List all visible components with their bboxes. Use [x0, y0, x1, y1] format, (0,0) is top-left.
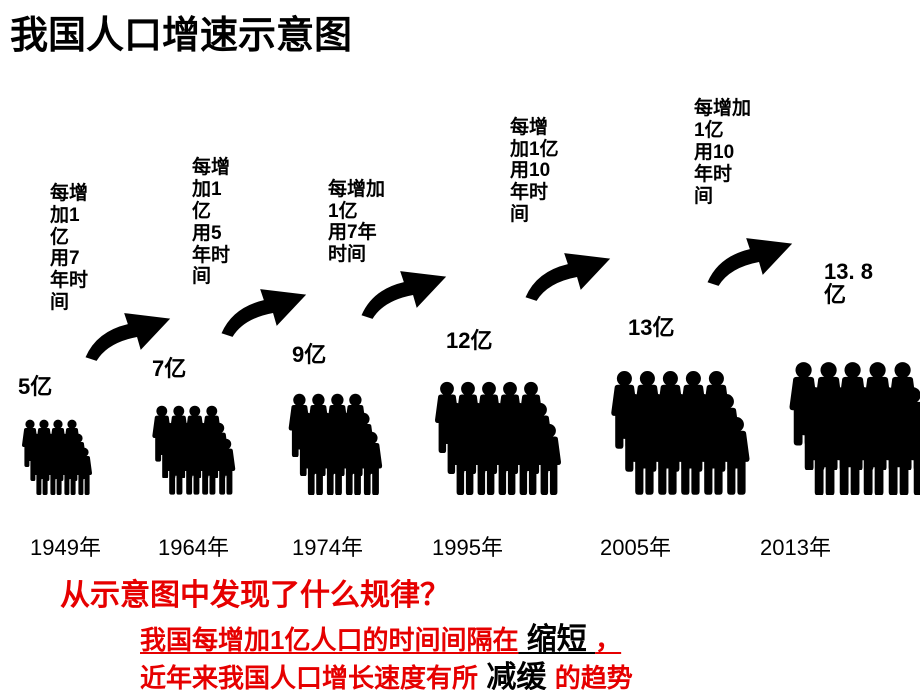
population-value: 7亿	[152, 357, 186, 380]
interval-note: 每增加1亿 用10年时 间	[694, 98, 752, 207]
interval-note: 每增加1亿 用7年时间	[50, 183, 94, 314]
answer-part: 减缓	[478, 661, 555, 690]
people-crowd-icon	[150, 410, 237, 500]
year-label: 1995年	[432, 530, 503, 562]
year-label: 1964年	[158, 530, 229, 562]
interval-note: 每增加1亿 用10年时 间	[510, 117, 564, 226]
interval-note: 每增加1亿 用5年时间	[192, 157, 237, 288]
page-title: 我国人口增速示意图	[10, 4, 352, 59]
population-value: 13. 8 亿	[824, 260, 873, 306]
population-group-5: 13. 8 亿	[786, 366, 920, 500]
person-icon	[62, 419, 82, 472]
growth-arrow-icon	[520, 251, 612, 308]
growth-arrow-icon	[702, 236, 794, 293]
interval-note: 每增加1亿 用7年时间	[328, 179, 385, 266]
answer-part: 近年来我国人口增长速度有所	[140, 663, 478, 690]
people-crowd-icon	[432, 386, 564, 500]
people-crowd-icon	[20, 424, 94, 500]
person-icon	[885, 361, 920, 450]
people-crowd-icon	[286, 398, 385, 500]
growth-arrow-icon	[356, 269, 448, 326]
population-group-1: 7亿每增加1亿 用5年时间	[150, 410, 237, 500]
year-label: 1949年	[30, 530, 101, 562]
population-group-3: 12亿每增加1亿 用10年时 间	[432, 386, 564, 500]
growth-arrow-icon	[216, 287, 308, 344]
person-icon	[516, 381, 546, 458]
answer-part: 我国每增加1亿人口的时间间隔在	[140, 625, 518, 655]
population-group-0: 5亿每增加1亿 用7年时间	[20, 424, 94, 500]
year-label: 1974年	[292, 530, 363, 562]
population-value: 9亿	[292, 343, 326, 366]
answer-line-1: 近年来我国人口增长速度有所 减缓 的趋势	[140, 652, 633, 690]
people-crowd-icon	[608, 375, 752, 500]
year-label: 2005年	[600, 530, 671, 562]
population-value: 12亿	[446, 329, 492, 352]
person-icon	[342, 393, 369, 462]
year-label: 2013年	[760, 530, 831, 562]
people-crowd-icon	[786, 366, 920, 500]
answer-part: 的趋势	[555, 663, 633, 690]
answer-part: ，	[595, 625, 621, 655]
population-group-4: 13亿每增加1亿 用10年时 间	[608, 375, 752, 500]
population-group-2: 9亿每增加1亿 用7年时间	[286, 398, 385, 500]
person-icon	[700, 370, 733, 454]
question-text: 从示意图中发现了什么规律？	[60, 570, 450, 614]
population-value: 13亿	[628, 316, 674, 339]
person-icon	[200, 405, 224, 467]
population-value: 5亿	[18, 375, 52, 398]
